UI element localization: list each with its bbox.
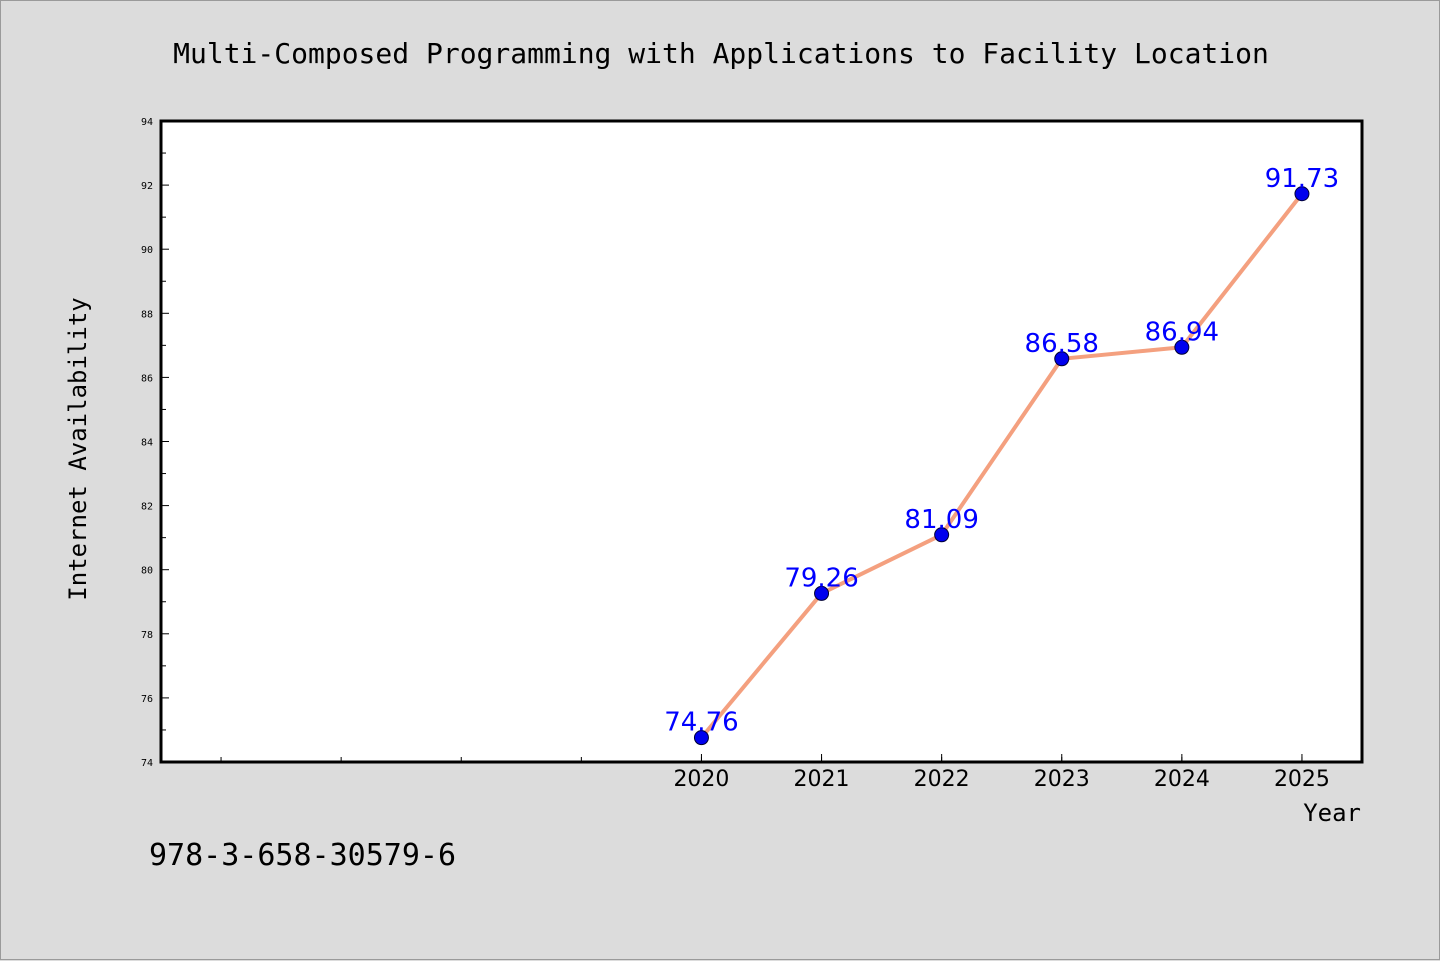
data-point [1294, 186, 1310, 202]
y-tick-label: 88 [141, 309, 153, 320]
series-line [699, 192, 1304, 739]
y-tick-label: 80 [141, 566, 153, 577]
x-tick-label: 2025 [1274, 767, 1330, 792]
y-tick-label: 76 [141, 694, 153, 705]
data-label: 81.09 [904, 505, 978, 535]
x-tick-label: 2023 [1034, 767, 1090, 792]
x-tick-label: 2020 [673, 767, 729, 792]
plot-area [161, 121, 1362, 762]
y-axis-label: Internet Availability [64, 297, 92, 600]
data-point [1054, 351, 1070, 367]
x-axis-label: Year [1303, 799, 1361, 827]
plot-border [159, 119, 1364, 764]
data-point [814, 585, 830, 601]
y-tick-label: 92 [141, 181, 153, 192]
data-labels: 74.76 79.26 81.09 86.58 86.94 91.73 [664, 164, 1339, 738]
y-tick-label: 84 [141, 438, 153, 449]
data-point [693, 730, 709, 746]
x-axis: 2020 2021 2022 2023 2024 2025 [220, 754, 1330, 792]
data-point [934, 527, 950, 543]
y-tick-label: 94 [141, 117, 153, 128]
chart-title: Multi-Composed Programming with Applicat… [173, 37, 1269, 70]
data-label: 86.58 [1025, 329, 1099, 359]
y-tick-label: 90 [141, 245, 153, 256]
x-tick-label: 2022 [914, 767, 970, 792]
y-tick-label: 74 [141, 758, 153, 769]
isbn-caption: 978-3-658-30579-6 [149, 838, 456, 873]
data-label: 74.76 [664, 708, 738, 738]
data-label: 91.73 [1265, 164, 1339, 194]
x-tick-label: 2021 [794, 767, 850, 792]
y-tick-label: 86 [141, 373, 153, 384]
data-markers [693, 186, 1310, 746]
data-point [1174, 339, 1190, 355]
data-label: 86.94 [1145, 317, 1219, 347]
y-tick-label: 78 [141, 630, 153, 641]
y-tick-label: 82 [141, 502, 153, 513]
data-label: 79.26 [784, 563, 858, 593]
x-tick-label: 2024 [1154, 767, 1210, 792]
